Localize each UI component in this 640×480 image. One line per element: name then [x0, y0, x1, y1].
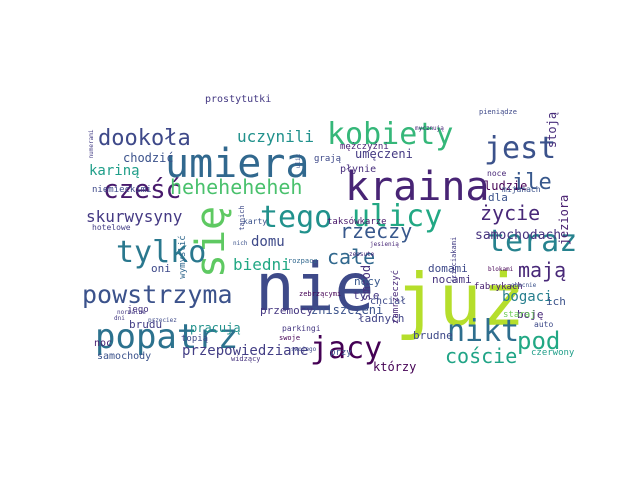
cloud-word: brudne: [413, 329, 453, 342]
cloud-word: widzący: [231, 355, 261, 363]
cloud-word: pieniądze: [479, 108, 517, 116]
cloud-word: domu: [251, 234, 285, 250]
cloud-word: hotelowe: [92, 223, 131, 232]
cloud-word: uczynili: [237, 127, 314, 146]
cloud-word: swojego: [291, 346, 317, 353]
cloud-word: którzy: [373, 360, 416, 374]
cloud-word: kobiety: [327, 117, 453, 152]
cloud-word: smród: [359, 265, 373, 301]
cloud-word: kariną: [89, 163, 140, 179]
cloud-word: jesienią: [370, 241, 399, 248]
cloud-word: kraina: [345, 164, 490, 210]
cloud-word: nocami: [432, 273, 472, 286]
cloud-word: zamrzeczyć: [390, 270, 401, 324]
cloud-word: jacy: [310, 331, 382, 366]
cloud-word: ich: [546, 295, 566, 308]
cloud-word: topią: [181, 334, 208, 344]
cloud-word: przepowiedziane: [182, 343, 308, 359]
cloud-word: przeciez: [148, 317, 177, 324]
cloud-word: ładnych: [358, 312, 404, 325]
cloud-word: zniszczeni: [311, 303, 383, 317]
cloud-word: mijanach: [502, 185, 541, 194]
cloud-word: całe: [327, 245, 375, 269]
cloud-word: wymyślić: [177, 235, 188, 278]
cloud-word: chodzić: [123, 151, 174, 165]
cloud-word: stoją: [545, 112, 559, 148]
cloud-word: blokami: [488, 266, 514, 273]
cloud-word: boję: [517, 308, 544, 321]
cloud-word: grają: [314, 154, 341, 164]
cloud-word: popatrz: [95, 317, 238, 357]
cloud-word: się: [188, 206, 234, 278]
cloud-word: mają: [518, 258, 566, 282]
cloud-word: mycznują: [415, 125, 444, 132]
word-cloud-background: [80, 120, 580, 370]
cloud-word: fabrykach: [474, 282, 523, 292]
cloud-word: cześć: [103, 175, 181, 205]
cloud-word: tyle: [353, 289, 380, 302]
cloud-word: pod: [517, 327, 560, 355]
cloud-word: jest: [484, 131, 556, 166]
cloud-word: staraj: [503, 310, 536, 320]
cloud-word: powstrzyma: [82, 280, 233, 309]
cloud-word: swoje: [279, 334, 300, 342]
cloud-word: brudu: [129, 318, 162, 331]
cloud-word: niemieckimi: [92, 185, 152, 195]
cloud-word: teraz: [487, 224, 577, 259]
cloud-word: życie: [480, 201, 540, 225]
cloud-word: ludzie: [484, 179, 527, 193]
cloud-word: ile: [512, 170, 552, 195]
cloud-word: już: [395, 258, 525, 342]
cloud-word: noc: [94, 338, 112, 349]
cloud-word: heheheheheh: [170, 175, 302, 199]
cloud-word: obecnie: [511, 282, 537, 289]
cloud-word: ulicy: [352, 199, 442, 234]
cloud-word: auto: [534, 320, 553, 329]
cloud-word: rzeczy: [340, 219, 412, 243]
cloud-word: karty: [243, 217, 267, 226]
cloud-word: dzieciakami: [450, 237, 458, 283]
cloud-word: ulic: [295, 153, 302, 168]
cloud-word: rozpacz: [288, 257, 318, 265]
cloud-word: tylko: [116, 235, 206, 270]
cloud-word: płynie: [340, 164, 376, 175]
cloud-word: samochodach: [475, 228, 561, 243]
cloud-word: nocy: [354, 275, 381, 288]
cloud-word: noce: [487, 169, 506, 178]
cloud-word: umęczeni: [355, 147, 413, 161]
cloud-word: mężczyźni: [340, 142, 389, 152]
cloud-word: taksówkarze: [327, 216, 387, 227]
cloud-word: nikt: [447, 314, 519, 349]
cloud-word: biedni: [233, 255, 291, 274]
cloud-word: czerwony: [531, 348, 575, 358]
cloud-word: coście: [445, 344, 517, 368]
cloud-word: dla: [488, 191, 508, 204]
cloud-word: tanich: [238, 205, 246, 230]
cloud-word: samochody: [97, 351, 151, 362]
cloud-word: dookoła: [98, 126, 191, 151]
cloud-word: bogaci: [502, 289, 553, 305]
cloud-word: oni: [151, 262, 171, 275]
cloud-word: jego: [127, 305, 149, 315]
cloud-word: przy: [330, 348, 352, 358]
cloud-word: skurwysyny: [86, 207, 183, 226]
cloud-word: parkingi: [282, 324, 321, 333]
cloud-word: umiera: [165, 141, 310, 187]
cloud-word: dni: [114, 315, 125, 322]
cloud-word: zebrzącymi: [299, 290, 341, 298]
cloud-word: jeziora: [557, 195, 571, 246]
cloud-word: tego: [260, 200, 332, 235]
cloud-word: nie: [255, 249, 374, 326]
cloud-word: normalne: [117, 309, 146, 316]
cloud-word: domami: [428, 262, 468, 275]
cloud-word: numerami: [88, 129, 95, 158]
cloud-word: pracują: [190, 321, 241, 335]
cloud-word: nich: [233, 240, 248, 247]
cloud-word: chciał: [370, 296, 406, 307]
cloud-word: zepsute: [349, 251, 375, 258]
cloud-word: przemocy: [260, 304, 313, 317]
cloud-word: prostytutki: [205, 94, 271, 105]
